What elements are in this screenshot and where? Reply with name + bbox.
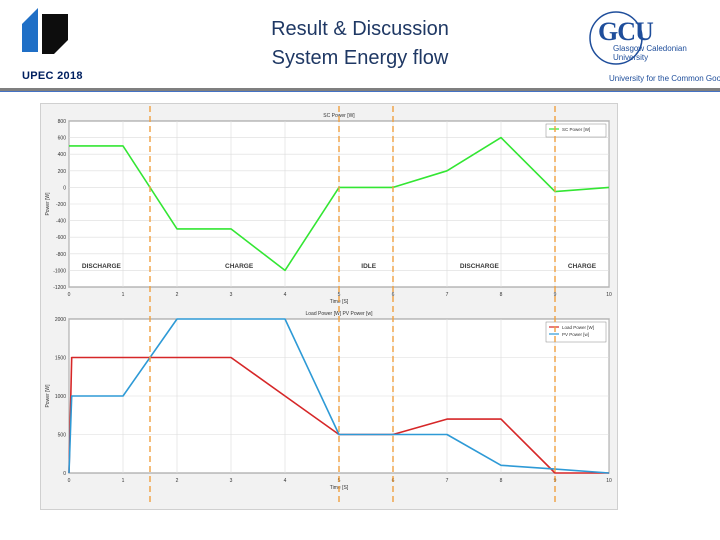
x-tick-label: 10 [606,292,612,298]
x-tick-label: 3 [230,292,233,298]
gcu-logo [586,4,718,88]
series-line-2-2 [68,318,610,474]
y-tick-label: 0 [63,185,66,191]
slide-subtitle: System Energy flow [271,47,449,69]
legend-entry: PV Power [w] [562,332,589,337]
y-tick-label: 0 [63,471,66,477]
x-tick-label: 4 [284,478,287,484]
y-tick-label: 1000 [55,394,66,400]
energy-flow-figure: 0 1 2 3 4 5 6 7 8 9 10 800 600 400 200 0 -200 -400 -600 -80… [40,103,618,510]
mode-label: DISCHARGE [82,263,122,270]
x-tick-label: 6 [392,292,395,298]
y-tick-label: 600 [58,136,67,142]
chart-title: Load Power [W] PV Power [w] [306,311,374,317]
x-tick-label: 8 [500,478,503,484]
y-axis-label: Power [W] [45,384,51,408]
gcu-logo-abbr: GCU [598,17,654,46]
x-tick-label: 7 [446,478,449,484]
x-tick-label: 1 [122,292,125,298]
x-tick-label: 0 [68,292,71,298]
y-tick-label: 500 [58,433,67,439]
x-tick-label: 2 [176,292,179,298]
y-tick-label: -1200 [53,285,66,291]
header-divider-accent [0,91,720,92]
upec-logo [20,6,80,88]
x-tick-label: 2 [176,478,179,484]
y-axis-label: Power [W] [45,192,51,216]
legend-entry: Load Power [W] [562,325,594,330]
mode-label: IDLE [361,263,376,270]
x-tick-label: 4 [284,292,287,298]
x-tick-label: 10 [606,478,612,484]
y-tick-label: -800 [56,252,66,258]
mode-label: CHARGE [225,263,254,270]
y-tick-label: -400 [56,219,66,225]
gcu-logo-name: Glasgow Caledonian University [613,44,687,62]
legend-box [545,123,607,138]
x-tick-label: 7 [446,292,449,298]
legend-entry: SC Power [W] [562,127,590,132]
y-tick-label: 200 [58,169,67,175]
header-divider [0,88,720,91]
y-tick-label: 2000 [55,317,66,323]
y-tick-label: 1500 [55,356,66,362]
x-tick-label: 5 [338,292,341,298]
x-tick-label: 3 [230,478,233,484]
mode-label: CHARGE [568,263,597,270]
y-tick-label: -200 [56,202,66,208]
x-tick-label: 8 [500,292,503,298]
gcu-logo-tagline: University for the Common Good [609,74,720,83]
y-tick-label: -1000 [53,268,66,274]
slide-title: Result & Discussion [271,18,449,40]
energy-flow-charts: 0 1 2 3 4 5 6 7 8 9 108006004002000-200-400-600-80… [45,106,612,506]
series-line-2-1 [68,356,609,474]
legend-box [545,321,607,343]
y-tick-label: 800 [58,119,67,125]
x-tick-label: 9 [554,292,557,298]
upec-logo-text: UPEC 2018 [22,70,83,82]
x-tick-label: 1 [122,478,125,484]
x-tick-label: 0 [68,478,71,484]
y-tick-label: -600 [56,235,66,241]
y-tick-label: 400 [58,152,67,158]
mode-label: DISCHARGE [460,263,500,270]
